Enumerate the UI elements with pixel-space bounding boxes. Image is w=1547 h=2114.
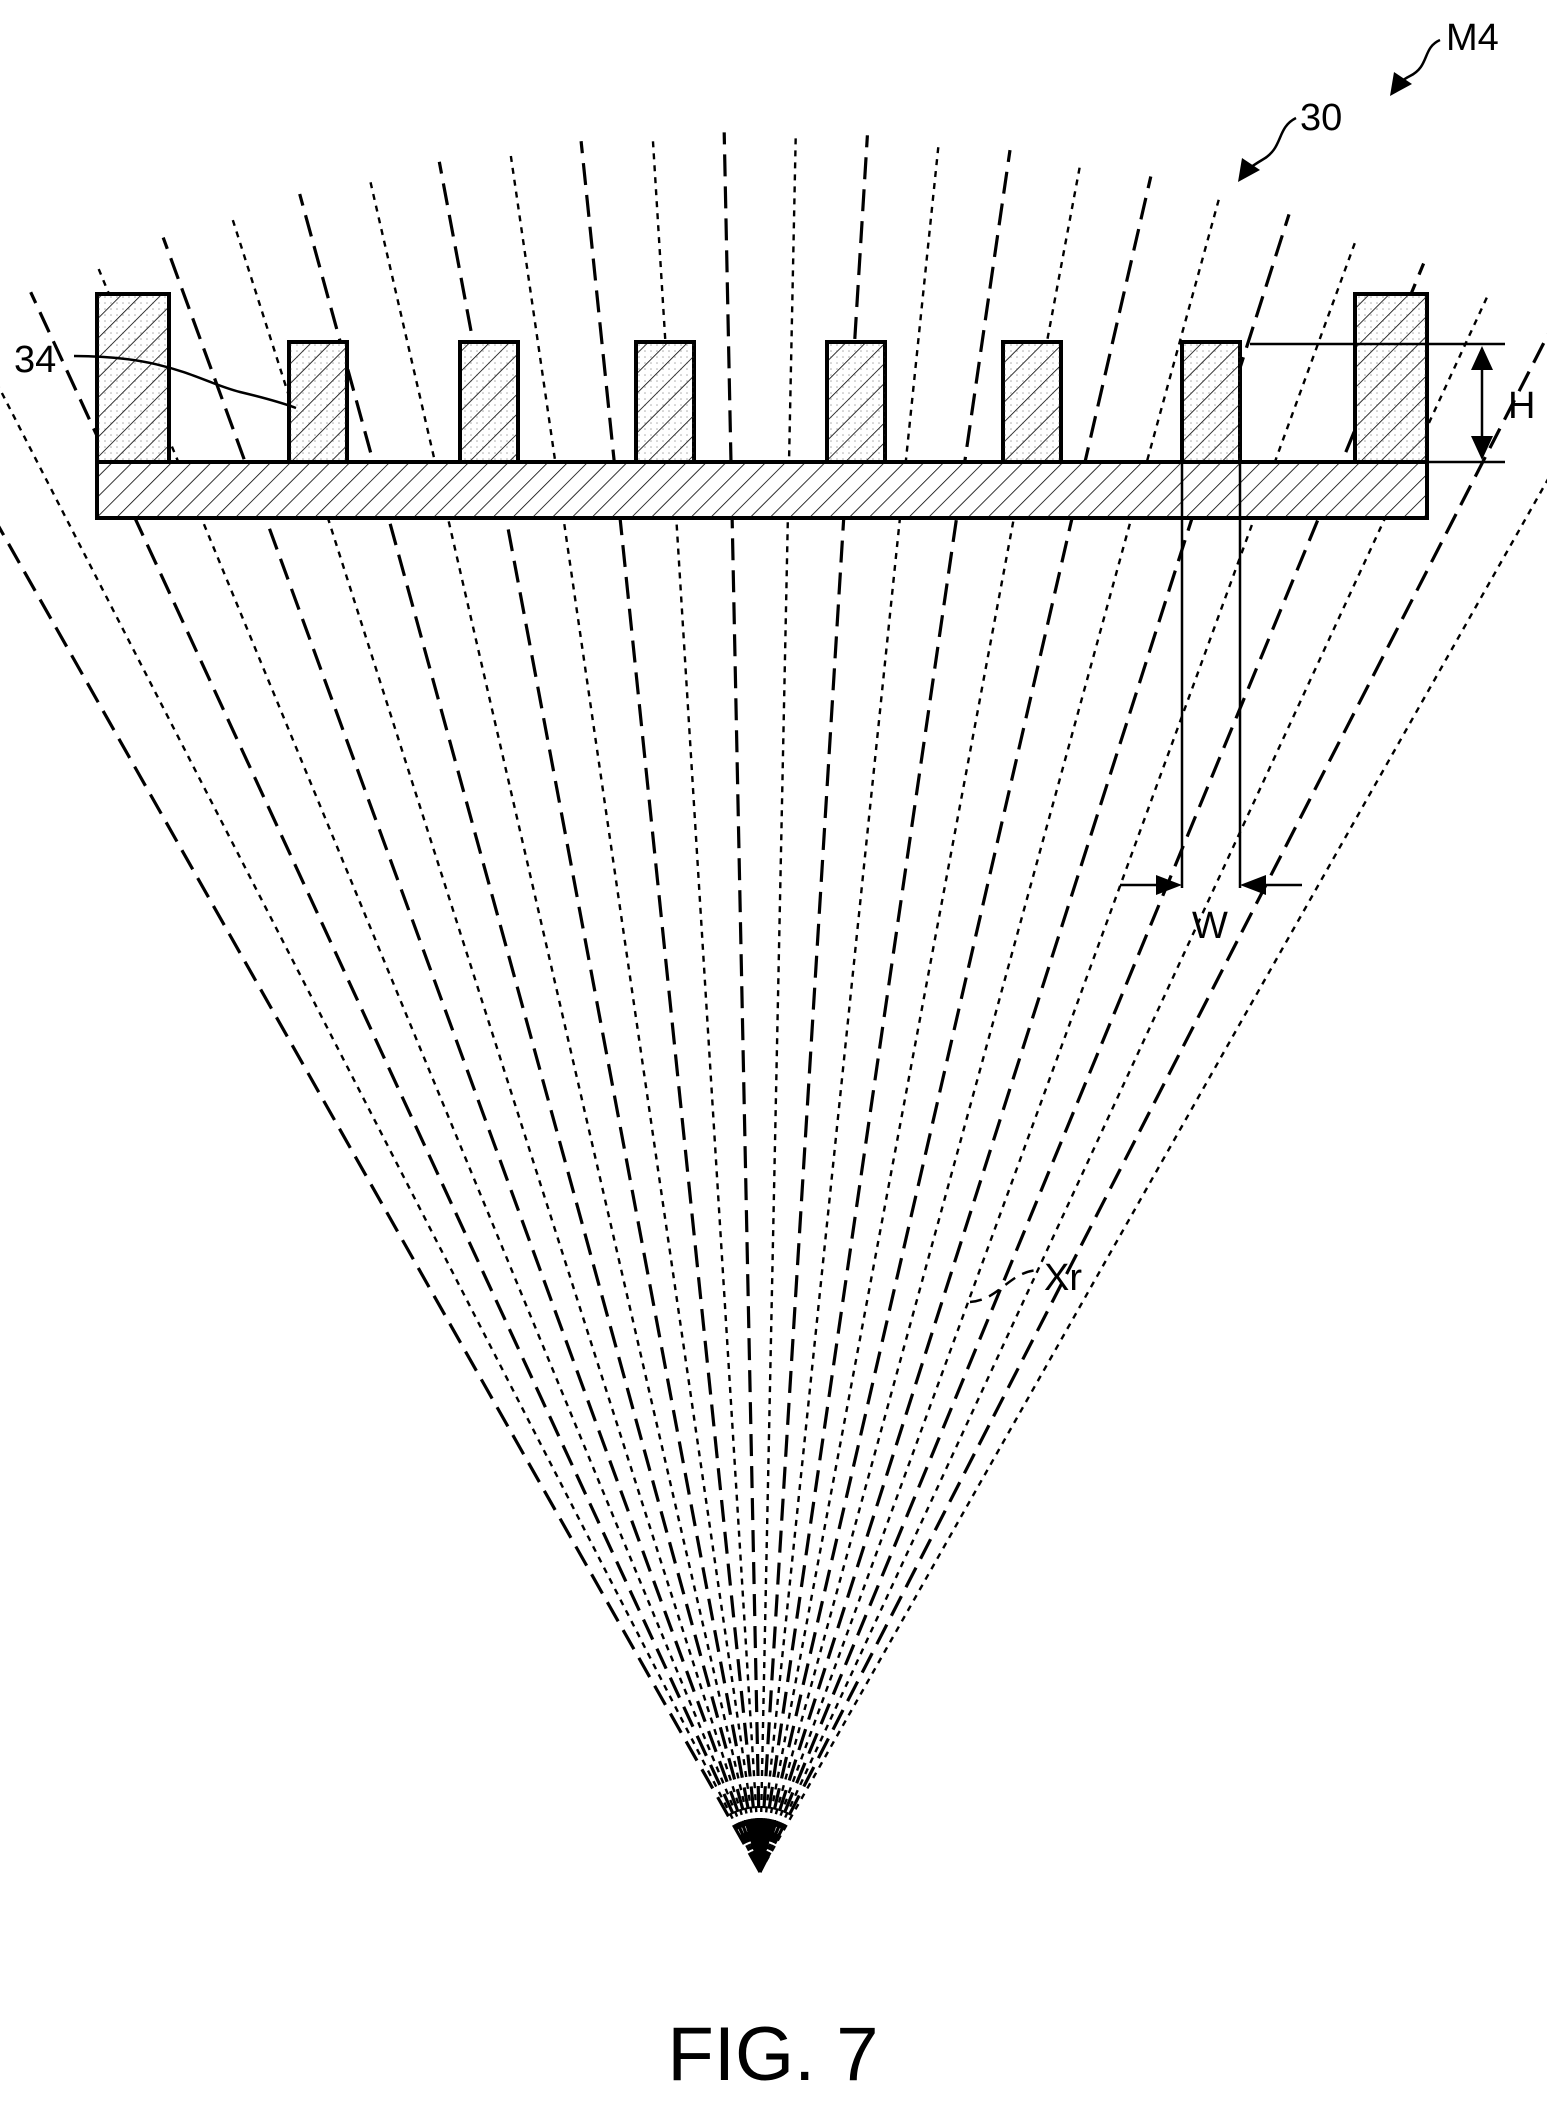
figure-caption: FIG. 7 [667,2012,878,2097]
xray-beam [760,292,1489,1872]
xray-beam [31,292,760,1872]
xray-label: Xr [1044,1257,1082,1299]
height-label: H [1508,385,1535,427]
xray-beam [369,177,760,1873]
xray-beam [760,324,1547,1872]
xray-beam [0,324,760,1872]
width-label: W [1192,905,1228,947]
xray-beam [724,132,760,1872]
xray-fan [0,132,1547,1872]
septum-label: 34 [14,339,56,381]
grid-label: 30 [1300,97,1342,139]
xray-beam [760,358,1547,1872]
assembly-leader [1390,40,1440,96]
septum [1003,342,1061,462]
xray-beam [0,358,760,1872]
assembly-label: M4 [1446,17,1499,59]
xray-beam [760,132,796,1872]
septum [460,342,518,462]
end-wall-right [1355,294,1427,462]
grid-leader [1238,118,1296,182]
base-plate [97,462,1427,518]
septum [636,342,694,462]
dimension-w [1120,462,1302,895]
septum [827,342,885,462]
xray-beam [760,177,1151,1873]
septum [1182,342,1240,462]
end-wall-left [97,294,169,462]
septum [289,342,347,462]
collimator-grid [97,294,1427,518]
